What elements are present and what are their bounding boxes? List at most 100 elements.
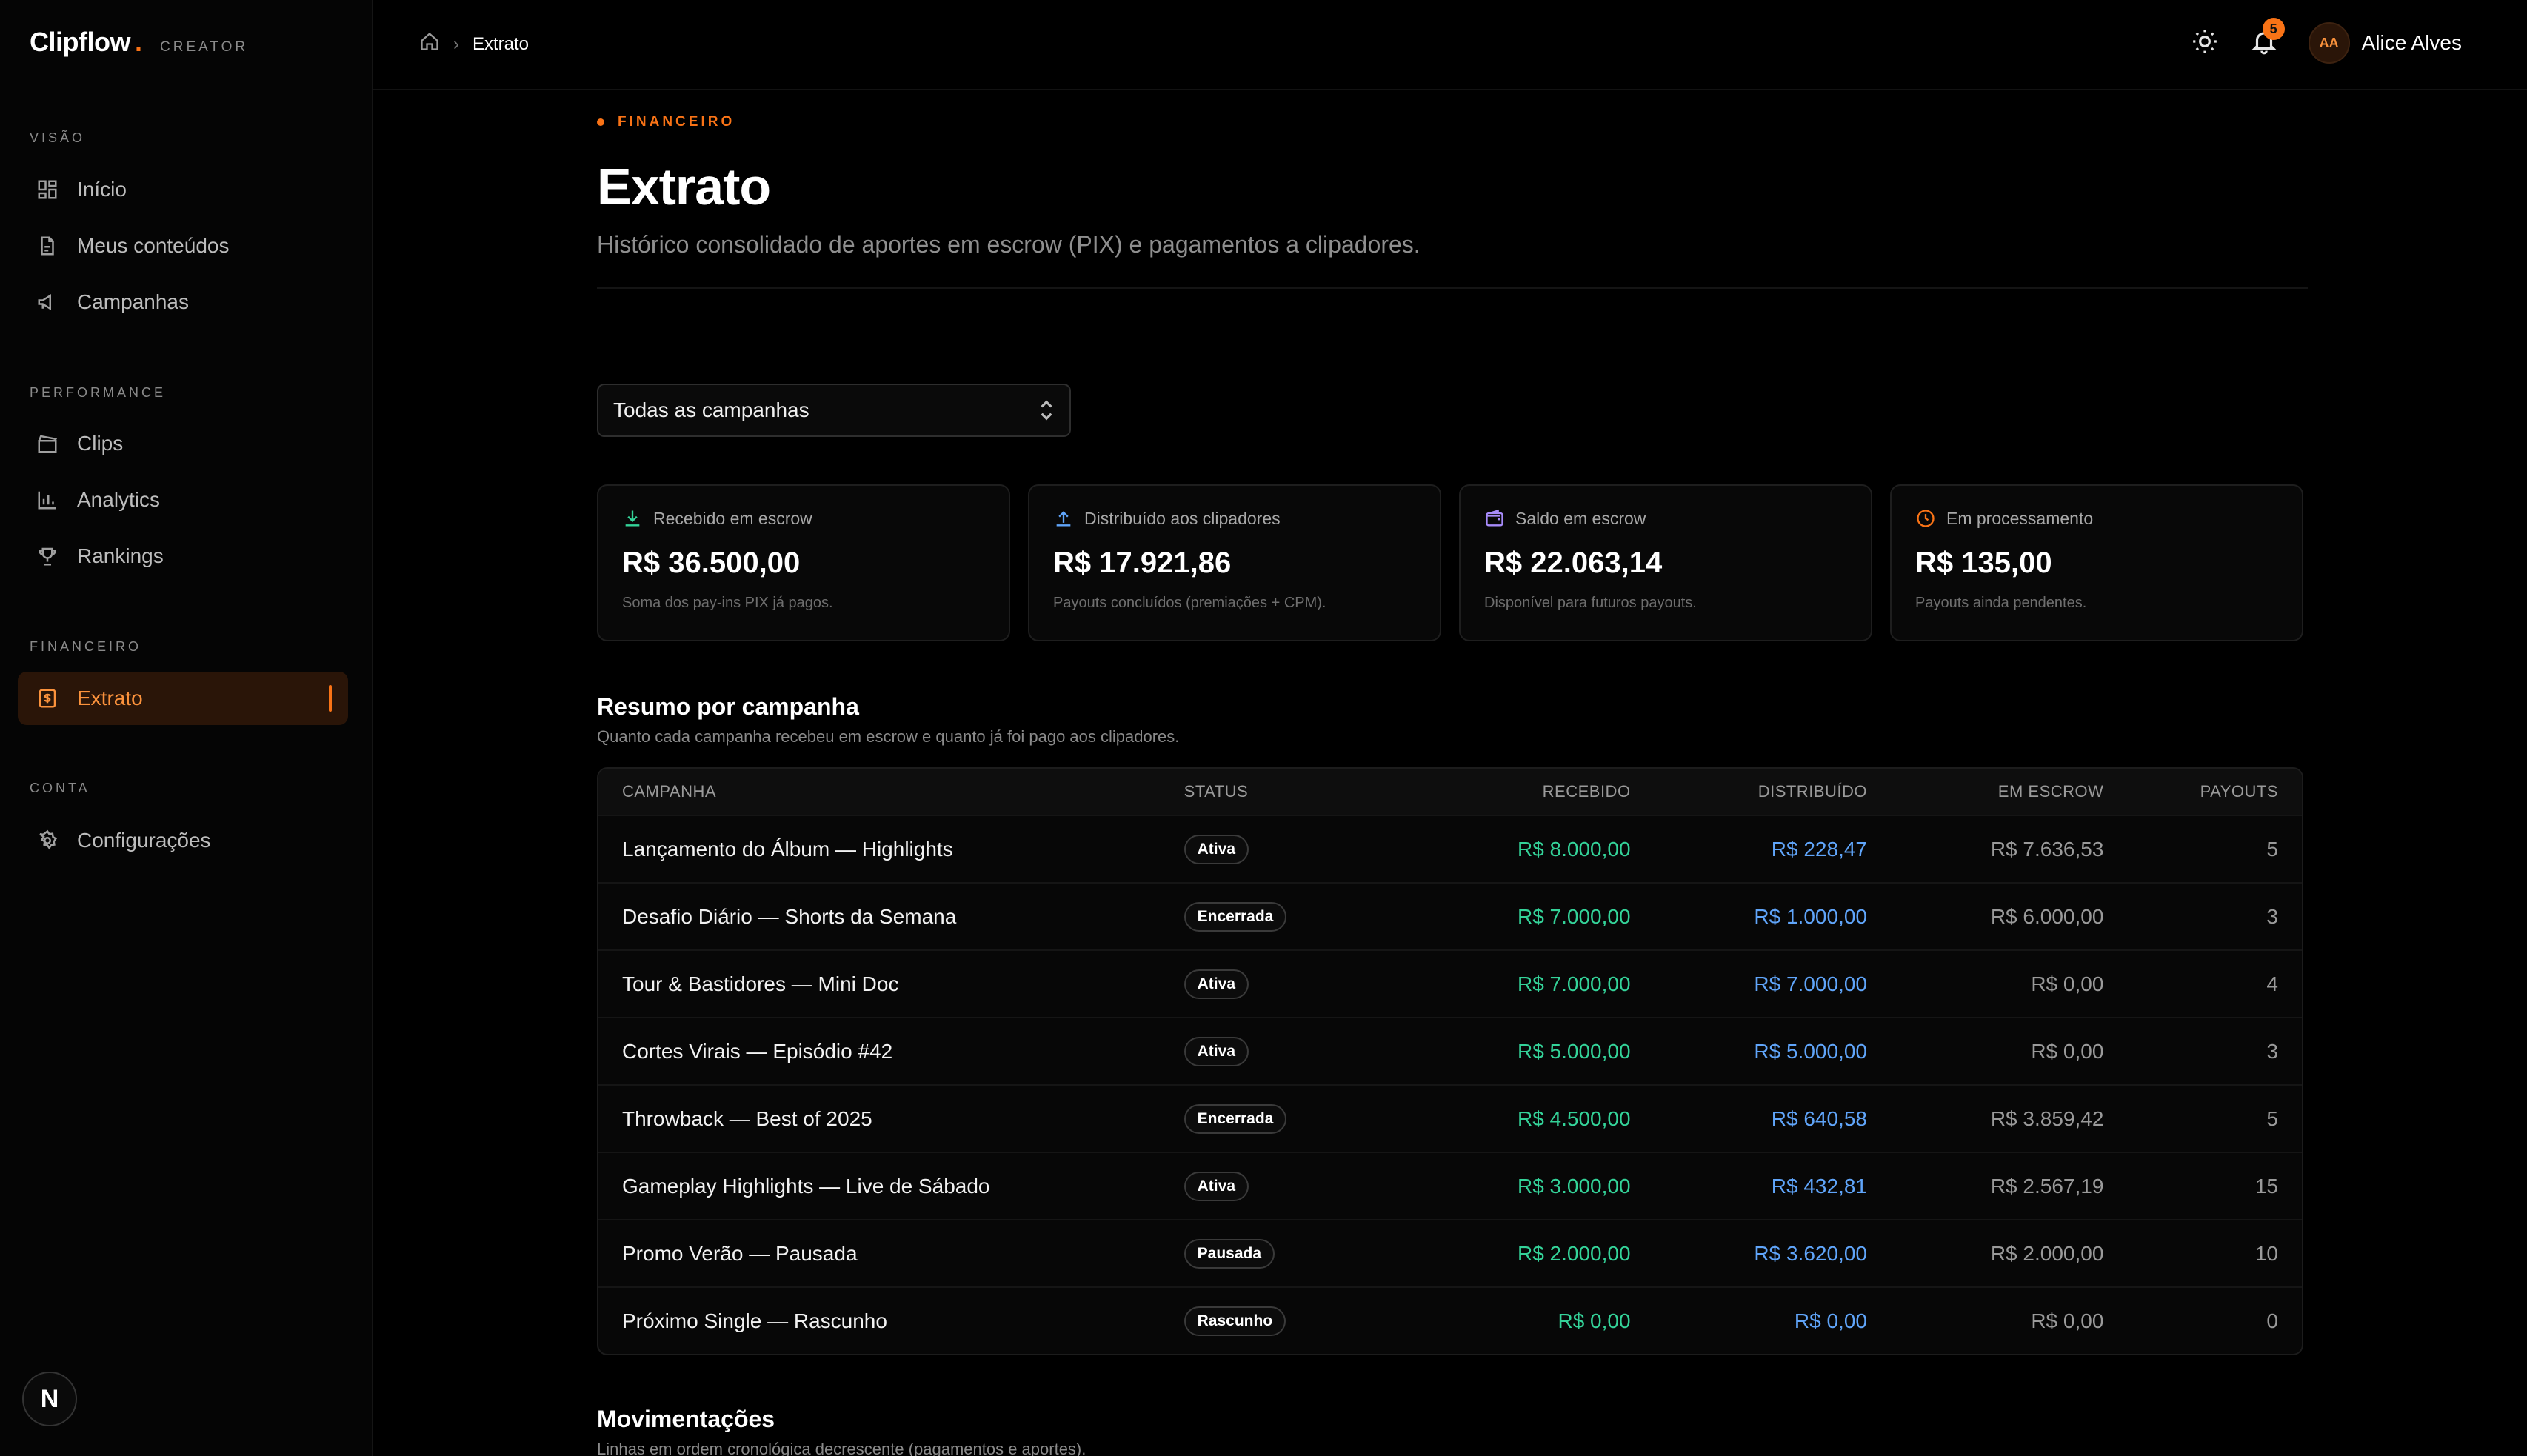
sun-icon bbox=[2191, 27, 2219, 59]
cell-status: Ativa bbox=[1184, 834, 1421, 864]
cell-received: R$ 5.000,00 bbox=[1517, 1039, 1631, 1063]
status-badge: Ativa bbox=[1184, 1036, 1249, 1066]
cell-distributed: R$ 7.000,00 bbox=[1754, 972, 1867, 995]
brand-subtitle: CREATOR bbox=[160, 39, 249, 55]
trophy-icon bbox=[36, 544, 59, 568]
cell-status: Encerrada bbox=[1184, 901, 1421, 932]
cell-status: Pausada bbox=[1184, 1238, 1421, 1269]
cell-escrow: R$ 2.567,19 bbox=[1990, 1174, 2104, 1198]
grid-icon bbox=[36, 178, 59, 201]
section-title-movements: Movimentações bbox=[597, 1406, 775, 1432]
cell-payouts: 15 bbox=[2254, 1174, 2278, 1198]
cell-escrow: R$ 2.000,00 bbox=[1990, 1241, 2104, 1265]
cell-distributed: R$ 5.000,00 bbox=[1754, 1039, 1867, 1063]
table-row[interactable]: Desafio Diário — Shorts da Semana Encerra… bbox=[598, 882, 2302, 949]
table-row[interactable]: Throwback — Best of 2025 Encerrada R$ 4.50… bbox=[598, 1084, 2302, 1152]
sidebar-item-extrato[interactable]: Extrato bbox=[18, 672, 348, 725]
sidebar-item-label: Analytics bbox=[77, 488, 161, 511]
card-label: Saldo em escrow bbox=[1515, 508, 1646, 528]
cell-campaign-name: Gameplay Highlights — Live de Sábado bbox=[622, 1174, 990, 1198]
table-row[interactable]: Promo Verão — Pausada Pausada R$ 2.000,00 R… bbox=[598, 1219, 2302, 1286]
table-row[interactable]: Tour & Bastidores — Mini Doc Ativa R$ 7.00… bbox=[598, 949, 2302, 1017]
cell-escrow: R$ 3.859,42 bbox=[1990, 1106, 2104, 1130]
theme-toggle-button[interactable] bbox=[2184, 22, 2226, 64]
cell-escrow: R$ 0,00 bbox=[2031, 972, 2104, 995]
cell-received: R$ 8.000,00 bbox=[1517, 837, 1631, 861]
megaphone-icon bbox=[36, 290, 59, 314]
sidebar-item-label: Campanhas bbox=[77, 290, 189, 313]
status-badge: Ativa bbox=[1184, 1171, 1249, 1201]
cell-distributed: R$ 3.620,00 bbox=[1754, 1241, 1867, 1265]
home-icon[interactable] bbox=[419, 31, 440, 57]
cell-distributed: R$ 1.000,00 bbox=[1754, 904, 1867, 928]
sidebar-item-rankings[interactable]: Rankings bbox=[18, 530, 348, 583]
cell-payouts: 10 bbox=[2254, 1241, 2278, 1265]
clapperboard-icon bbox=[36, 432, 59, 455]
sidebar-item-label: Extrato bbox=[77, 687, 143, 709]
card-value: R$ 135,00 bbox=[1915, 547, 2052, 579]
cell-payouts: 5 bbox=[2266, 837, 2278, 861]
sidebar-item-inicio[interactable]: Início bbox=[18, 163, 348, 216]
cell-status: Encerrada bbox=[1184, 1103, 1421, 1134]
col-escrow[interactable]: EM ESCROW bbox=[1997, 782, 2104, 801]
notifications-button[interactable]: 5 bbox=[2243, 18, 2285, 64]
campaign-summary-table: CAMPANHA STATUS RECEBIDO DISTRIBUÍDO EM … bbox=[597, 767, 2303, 1355]
breadcrumb-separator: › bbox=[453, 33, 459, 54]
user-name[interactable]: Alice Alves bbox=[2361, 31, 2462, 54]
cell-campaign-name: Lançamento do Álbum — Highlights bbox=[622, 837, 953, 861]
status-badge: Encerrada bbox=[1184, 1103, 1287, 1134]
table-row[interactable]: Gameplay Highlights — Live de Sábado Ativ… bbox=[598, 1152, 2302, 1219]
card-value: R$ 22.063,14 bbox=[1484, 547, 1663, 579]
sidebar-item-label: Configurações bbox=[77, 829, 211, 852]
sidebar-item-meus-conteudos[interactable]: Meus conteúdos bbox=[18, 219, 348, 273]
campaign-filter-select[interactable]: Todas as campanhas bbox=[597, 384, 1071, 437]
active-indicator bbox=[329, 685, 332, 712]
campaign-filter-value: Todas as campanhas bbox=[613, 398, 809, 421]
breadcrumb: › Extrato bbox=[419, 31, 529, 57]
col-received[interactable]: RECEBIDO bbox=[1542, 782, 1631, 801]
status-badge: Encerrada bbox=[1184, 901, 1287, 932]
page-subtitle: Histórico consolidado de aportes em escr… bbox=[597, 231, 1421, 258]
cell-payouts: 5 bbox=[2266, 1106, 2278, 1130]
section-subtitle-summary: Quanto cada campanha recebeu em escrow e… bbox=[597, 727, 1180, 746]
sidebar-item-analytics[interactable]: Analytics bbox=[18, 473, 348, 527]
card-label: Em processamento bbox=[1946, 508, 2094, 528]
col-payouts[interactable]: PAYOUTS bbox=[2200, 782, 2278, 801]
cell-escrow: R$ 6.000,00 bbox=[1990, 904, 2104, 928]
chevron-up-down-icon bbox=[1038, 398, 1055, 422]
section-title-summary: Resumo por campanha bbox=[597, 693, 859, 720]
cell-status: Ativa bbox=[1184, 1036, 1421, 1066]
brand-logo[interactable]: Clipflow . CREATOR bbox=[30, 27, 248, 58]
cell-payouts: 3 bbox=[2266, 904, 2278, 928]
cell-campaign-name: Tour & Bastidores — Mini Doc bbox=[622, 972, 899, 995]
cell-distributed: R$ 640,58 bbox=[1771, 1106, 1867, 1130]
framework-badge[interactable]: N bbox=[22, 1372, 77, 1426]
table-row[interactable]: Lançamento do Álbum — Highlights Ativa R$ … bbox=[598, 815, 2302, 882]
nav-section-performance: PERFORMANCE bbox=[30, 385, 167, 400]
status-badge: Pausada bbox=[1184, 1238, 1275, 1269]
sidebar-item-clips[interactable]: Clips bbox=[18, 417, 348, 470]
cell-received: R$ 7.000,00 bbox=[1517, 904, 1631, 928]
sidebar-item-campanhas[interactable]: Campanhas bbox=[18, 275, 348, 329]
col-campaign[interactable]: CAMPANHA bbox=[622, 782, 717, 801]
card-received-escrow: Recebido em escrow R$ 36.500,00 Soma dos… bbox=[597, 484, 1010, 641]
cell-received: R$ 7.000,00 bbox=[1517, 972, 1631, 995]
table-row[interactable]: Cortes Virais — Episódio #42 Ativa R$ 5.00… bbox=[598, 1017, 2302, 1084]
sidebar-item-label: Clips bbox=[77, 432, 124, 455]
section-subtitle-movements: Linhas em ordem cronológica decrescente … bbox=[597, 1440, 1086, 1456]
brand-dot: . bbox=[134, 27, 142, 57]
card-value: R$ 17.921,86 bbox=[1053, 547, 1232, 579]
table-row[interactable]: Próximo Single — Rascunho Rascunho R$ 0,00… bbox=[598, 1286, 2302, 1354]
summary-cards: Recebido em escrow R$ 36.500,00 Soma dos… bbox=[597, 484, 2321, 641]
card-note: Soma dos pay-ins PIX já pagos. bbox=[622, 595, 833, 611]
cell-received: R$ 3.000,00 bbox=[1517, 1174, 1631, 1198]
avatar[interactable]: AA bbox=[2308, 22, 2350, 64]
sidebar-item-configuracoes[interactable]: Configurações bbox=[18, 814, 348, 867]
card-label: Distribuído aos clipadores bbox=[1084, 508, 1281, 528]
card-note: Disponível para futuros payouts. bbox=[1484, 595, 1697, 611]
cell-campaign-name: Promo Verão — Pausada bbox=[622, 1241, 858, 1265]
divider bbox=[597, 287, 2308, 289]
receipt-icon bbox=[36, 687, 59, 710]
col-status[interactable]: STATUS bbox=[1184, 782, 1249, 801]
col-distributed[interactable]: DISTRIBUÍDO bbox=[1757, 782, 1867, 801]
